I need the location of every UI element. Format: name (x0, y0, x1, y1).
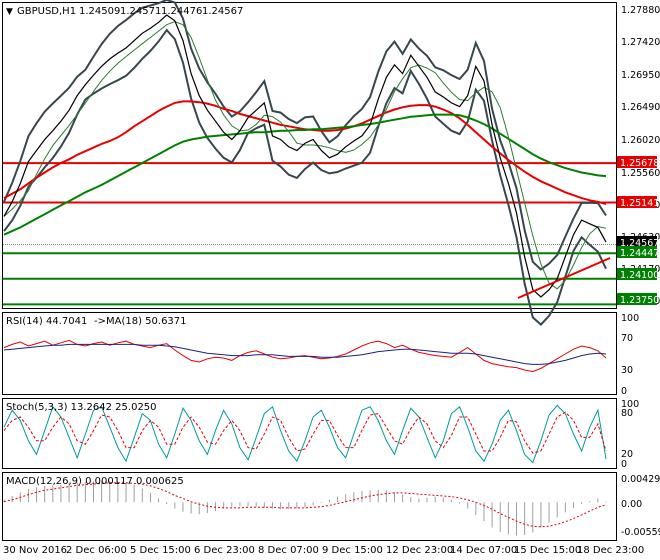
stoch-y-axis: 100 80 20 0 (621, 399, 639, 470)
rsi-y-axis: 100 70 30 0 (621, 313, 639, 397)
stoch-tick-label: 80 (621, 408, 633, 419)
stoch-panel (3, 404, 607, 464)
stoch-signal-line (3, 411, 607, 454)
stoch-title: Stoch(5,3,3) 13.2642 25.0250 (6, 402, 157, 413)
rsi-series-line (3, 339, 607, 373)
level-tag-1.24100 (617, 268, 657, 280)
price-tick-label: 1.27420 (621, 37, 660, 48)
rsi-tick-label: 70 (621, 333, 633, 344)
time-tick-label: 5 Dec 15:00 (130, 545, 191, 556)
macd-panel (3, 480, 607, 536)
price-title: GBPUSD,H1 (17, 6, 76, 17)
rsi-tick-label: 100 (621, 313, 639, 324)
level-tag-label: 1.24100 (620, 270, 659, 281)
price-panel-frame (2, 2, 617, 309)
ohlc-low: 1.24476 (161, 6, 202, 17)
price-tick-label: 1.26490 (621, 102, 660, 113)
price-panel (3, 0, 616, 326)
price-line (3, 14, 607, 298)
stoch-tick-label: 20 (621, 449, 633, 460)
macd-signal-line (3, 482, 607, 528)
macd-tick-label: 0.00 (621, 499, 642, 510)
macd-panel-frame (2, 472, 617, 541)
time-axis: 30 Nov 2016 2 Dec 06:00 5 Dec 15:00 6 De… (3, 545, 644, 556)
stoch-tick-label: 100 (621, 399, 639, 410)
rsi-tick-label: 30 (621, 365, 633, 376)
rsi-tick-label: 0 (621, 386, 627, 397)
macd-tick-label: -0.005595 (621, 527, 660, 538)
bollinger-upper-line (3, 0, 607, 271)
rsi-panel-frame (2, 312, 617, 395)
bollinger-lower-line (3, 28, 607, 326)
time-tick-label: 2 Dec 06:00 (66, 545, 127, 556)
level-tag-label: 1.23750 (620, 295, 659, 306)
rsi-panel (3, 339, 607, 373)
time-tick-label: 18 Dec 23:00 (577, 545, 644, 556)
level-tag-label: 1.25678 (620, 158, 659, 169)
stoch-panel-frame (2, 398, 617, 469)
current-price-tag (617, 236, 657, 248)
level-tag-1.25141 (617, 196, 657, 208)
level-tags: 1.25678 1.25141 1.24567 1.24447 1.24100 … (617, 156, 659, 306)
short-ma-line (3, 21, 607, 290)
macd-y-axis: 0.004296 0.00 -0.005595 (621, 474, 660, 538)
level-tag-1.24447 (617, 246, 657, 258)
price-tick-label: 1.25560 (621, 168, 660, 179)
chart-menu-triangle-icon[interactable]: ▼ (6, 7, 13, 17)
macd-tick-label: 0.004296 (621, 474, 660, 485)
time-tick-label: 9 Dec 15:00 (322, 545, 383, 556)
time-tick-label: 14 Dec 07:00 (450, 545, 517, 556)
rsi-title: RSI(14) 44.7041 (6, 316, 87, 327)
level-tag-1.23750 (617, 293, 657, 305)
moving-average-line (3, 113, 607, 236)
time-tick-label: 30 Nov 2016 (3, 545, 67, 556)
ohlc-close: 1.24567 (202, 6, 243, 17)
time-tick-label: 12 Dec 23:00 (386, 545, 453, 556)
stoch-main-line (3, 404, 607, 464)
level-tag-1.25678 (617, 156, 657, 168)
rsi-ma-label: ->MA(18) 50.6371 (94, 316, 187, 327)
time-tick-label: 6 Dec 23:00 (194, 545, 255, 556)
macd-title: MACD(12,26,9) 0.000117 0.000625 (6, 476, 184, 487)
rsi-series-line (3, 343, 607, 365)
time-tick-label: 15 Dec 15:00 (514, 545, 581, 556)
level-tag-label: 1.25141 (620, 198, 659, 209)
time-tick-label: 8 Dec 07:00 (258, 545, 319, 556)
price-tick-label: 1.27880 (621, 5, 660, 16)
current-price-label: 1.24567 (620, 238, 659, 249)
trend-line (517, 257, 611, 299)
ohlc-open: 1.24509 (79, 6, 120, 17)
price-tick-label: 1.26020 (621, 135, 660, 146)
price-tick-label: 1.26950 (621, 70, 660, 81)
level-tag-label: 1.24447 (620, 248, 659, 259)
stoch-tick-label: 0 (621, 459, 627, 470)
ohlc-high: 1.24571 (120, 6, 161, 17)
